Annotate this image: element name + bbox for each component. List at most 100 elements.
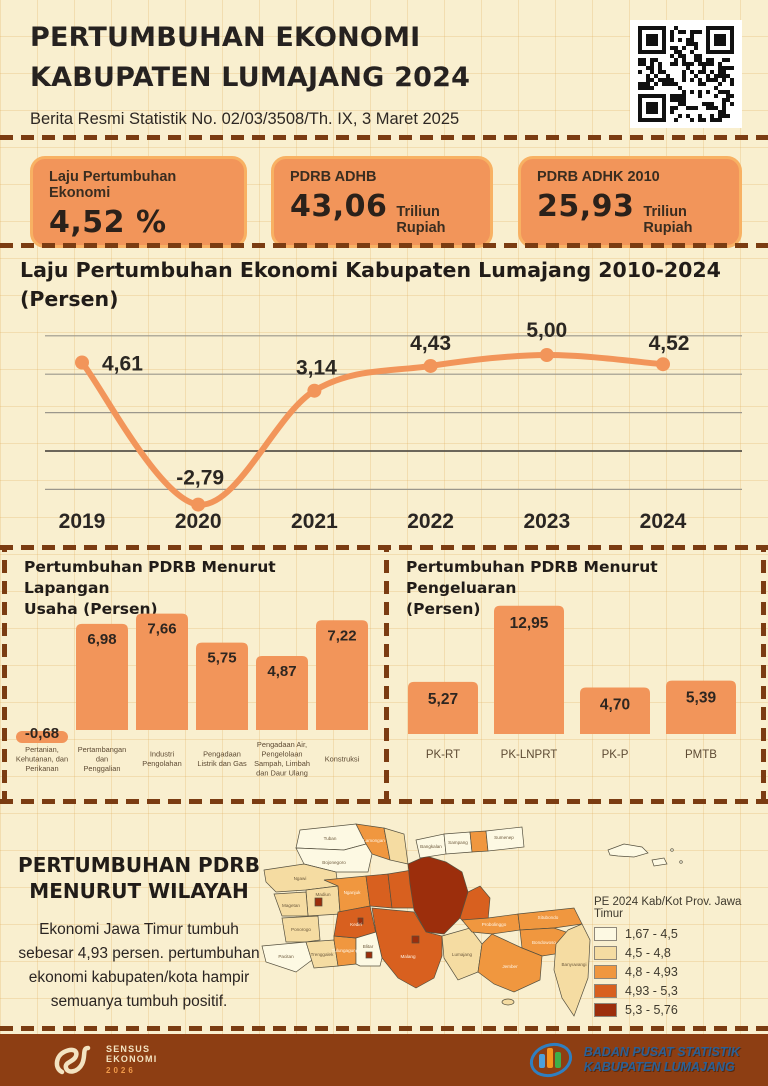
sensus-ekonomi-logo: SENSUS EKONOMI 2026 <box>52 1040 157 1080</box>
region-situbondo <box>517 907 583 931</box>
dashed-border-right <box>761 545 766 804</box>
line-chart-title: Laju Pertumbuhan Ekonomi Kabupaten Lumaj… <box>20 256 750 314</box>
svg-text:5,27: 5,27 <box>428 691 458 708</box>
legend-label: 4,93 - 5,3 <box>625 984 678 998</box>
region-pacitan <box>261 941 313 973</box>
line-chart: 4,61 -2,79 3,14 4,43 5,00 4,52 2019 2020 2021 202… <box>45 319 742 533</box>
svg-text:2020: 2020 <box>175 510 222 533</box>
map-label: Ponorogo <box>291 927 311 932</box>
sensus-ekonomi-mark-icon <box>54 1045 91 1075</box>
svg-text:2021: 2021 <box>291 510 338 533</box>
sensus-line2: EKONOMI <box>106 1054 158 1064</box>
dashed-divider <box>0 243 768 248</box>
brs-subtitle: Berita Resmi Statistik No. 02/03/3508/Th… <box>30 110 460 128</box>
region-kota-malang <box>411 935 420 944</box>
svg-text:2022: 2022 <box>407 510 454 533</box>
svg-text:PMTB: PMTB <box>685 749 717 761</box>
map-label: Lamongan <box>363 838 385 843</box>
svg-text:Pengadaan Air,: Pengadaan Air, <box>257 740 307 749</box>
stat-unit: Triliun Rupiah <box>643 204 693 236</box>
svg-text:5,39: 5,39 <box>686 690 717 707</box>
svg-text:Pengelolaan: Pengelolaan <box>261 750 302 759</box>
region-kota-blitar <box>365 951 373 959</box>
stat-value: 25,93 <box>537 189 635 224</box>
svg-text:7,22: 7,22 <box>327 627 356 644</box>
svg-text:4,87: 4,87 <box>267 663 296 680</box>
qr-code <box>630 20 742 128</box>
legend-row: 4,5 - 4,8 <box>594 946 764 960</box>
region-malang <box>371 907 443 989</box>
svg-text:4,61: 4,61 <box>102 352 143 375</box>
legend-swatch <box>594 1003 617 1017</box>
map-label: Bondowoso <box>532 940 556 945</box>
legend-swatch <box>594 965 617 979</box>
dashed-border-middle <box>384 545 389 804</box>
region-kota-kediri <box>357 917 364 925</box>
svg-text:Pengadaan: Pengadaan <box>203 750 241 759</box>
map-label: Malang <box>400 954 416 959</box>
svg-text:5,00: 5,00 <box>526 319 567 342</box>
bar2-title-line2: (Persen) <box>406 600 481 618</box>
legend-swatch <box>594 946 617 960</box>
svg-text:Pertambangan: Pertambangan <box>78 745 126 754</box>
legend-swatch <box>594 984 617 998</box>
map-legend: PE 2024 Kab/Kot Prov. Jawa Timur 1,67 - … <box>594 896 764 1022</box>
bps-logo-group: BADAN PUSAT STATISTIK KABUPATEN LUMAJANG <box>528 1038 740 1082</box>
svg-text:PK-RT: PK-RT <box>426 749 460 761</box>
svg-text:Kehutanan, dan: Kehutanan, dan <box>16 754 68 763</box>
svg-text:12,95: 12,95 <box>510 615 549 632</box>
map-label: Tulungagung <box>332 948 359 953</box>
map-label: Tuban <box>324 836 337 841</box>
island-dot <box>679 860 683 864</box>
region-kangean-islands <box>607 843 649 858</box>
map-label: Sumenep <box>494 835 514 840</box>
dashed-divider <box>0 135 768 140</box>
map-label: Blitar <box>363 944 374 949</box>
svg-text:2023: 2023 <box>523 510 570 533</box>
dashed-divider <box>0 1026 768 1031</box>
map-label: Pacitan <box>278 954 294 959</box>
sensus-ekonomi-text: SENSUS EKONOMI 2026 <box>106 1044 157 1076</box>
bps-line2: KABUPATEN LUMAJANG <box>583 1060 735 1074</box>
region-magetan <box>273 891 309 917</box>
map-label: Sampang <box>448 840 468 845</box>
region-small-island <box>651 857 668 867</box>
bar1-title-line1: Pertumbuhan PDRB Menurut Lapangan <box>24 558 276 597</box>
bps-line1: BADAN PUSAT STATISTIK <box>583 1045 740 1059</box>
svg-text:-0,68: -0,68 <box>25 725 59 742</box>
region-ponorogo <box>281 915 321 943</box>
svg-text:Industri: Industri <box>150 750 175 759</box>
region-jombang <box>365 873 393 909</box>
page-title-line2: KABUPATEN LUMAJANG 2024 <box>30 62 471 93</box>
island-nusa-barung <box>501 998 515 1006</box>
footer: SENSUS EKONOMI 2026 BADAN PUSAT STATISTI… <box>0 1034 768 1086</box>
svg-text:Konstruksi: Konstruksi <box>325 754 360 763</box>
svg-text:2024: 2024 <box>640 510 687 533</box>
region-blitar <box>355 931 383 967</box>
region-madiun <box>305 885 341 917</box>
svg-text:PK-LNPRT: PK-LNPRT <box>501 749 558 761</box>
svg-text:4,52: 4,52 <box>649 332 690 355</box>
svg-text:7,66: 7,66 <box>147 621 176 638</box>
stat-card-pdrb-adhk: PDRB ADHK 2010 25,93 Triliun Rupiah <box>518 156 742 248</box>
stat-label: Laju Pertumbuhan Ekonomi <box>49 169 177 201</box>
map-legend-title: PE 2024 Kab/Kot Prov. Jawa Timur <box>594 896 742 920</box>
svg-text:2019: 2019 <box>59 510 106 533</box>
map-label: Bojonegoro <box>322 860 346 865</box>
legend-label: 1,67 - 4,5 <box>625 927 678 941</box>
svg-text:Penggalian: Penggalian <box>84 764 121 773</box>
map-label: Ngawi <box>294 876 307 881</box>
legend-label: 4,8 - 4,93 <box>625 965 678 979</box>
svg-text:5,75: 5,75 <box>207 650 236 667</box>
stat-card-laju-pertumbuhan: Laju Pertumbuhan Ekonomi 4,52 % <box>30 156 247 248</box>
bar-chart-lapangan-usaha-title: Pertumbuhan PDRB Menurut Lapangan Usaha … <box>24 557 364 620</box>
qr-code-image <box>638 26 734 122</box>
bar-chart-pengeluaran: 5,27 PK-RT 12,95 PK-LNPRT 4,70 PK-P 5,39 PMTB <box>408 605 736 761</box>
legend-swatch <box>594 927 617 941</box>
sensus-year: 2026 <box>106 1066 136 1075</box>
region-lamongan <box>355 823 391 861</box>
svg-text:Pertanian,: Pertanian, <box>25 745 59 754</box>
stat-unit: Triliun Rupiah <box>396 204 446 236</box>
